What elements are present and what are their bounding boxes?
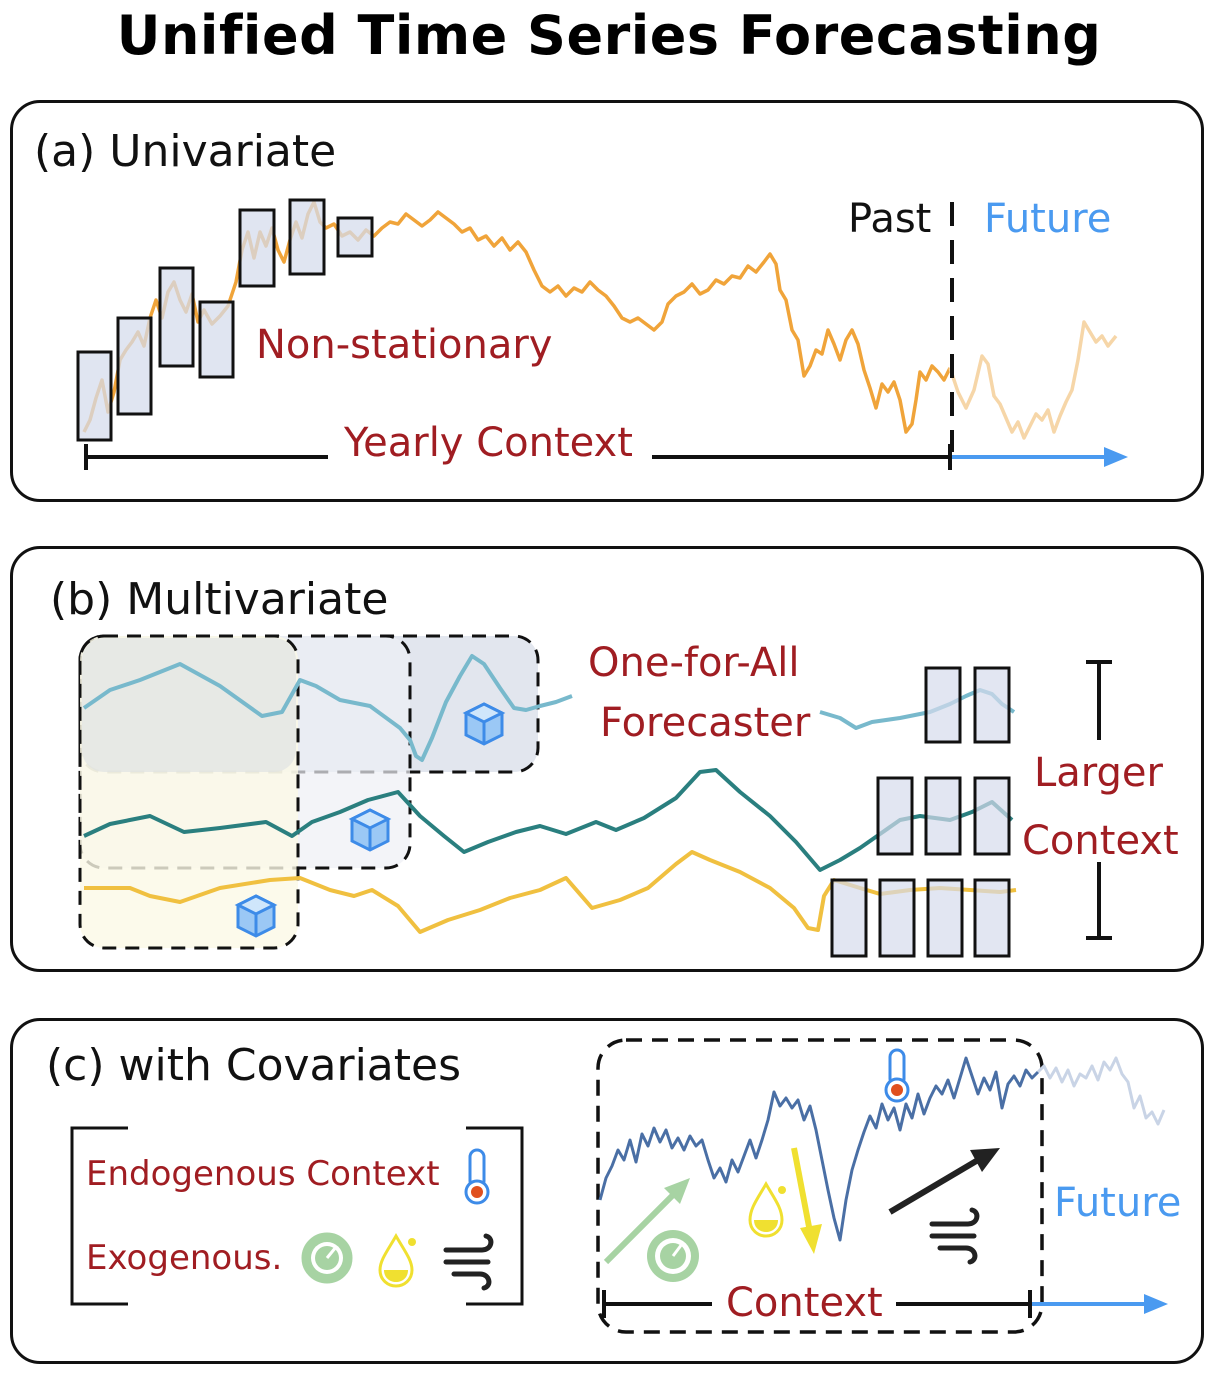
context-window [596,1038,1044,1334]
droplet-icon [748,1180,786,1238]
panel-b-title: (b) Multivariate [50,574,389,625]
cube-icon [348,808,392,852]
window-box [116,316,153,416]
cube-icon [462,702,506,746]
forecaster-label-line2: Forecaster [600,700,811,746]
wind-icon [443,1233,494,1291]
exogenous-label: Exogenous. [86,1238,283,1278]
figure-title: Unified Time Series Forecasting [116,4,1102,67]
larger-context-label-line1: Larger [1034,750,1163,796]
larger-context-label-line2: Context [1022,818,1179,864]
droplet-trend-arrow [791,1147,813,1233]
window-box [336,216,374,258]
gauge-icon [301,1232,353,1284]
wind-trend-arrow [888,1157,980,1215]
thermometer-icon [884,1048,910,1103]
future-label-c: Future [1054,1180,1182,1226]
nonstationary-label: Non-stationary [256,322,553,368]
patch-box [924,666,962,744]
patch-box [973,878,1011,958]
droplet-icon [378,1232,416,1288]
patch-box [973,776,1011,856]
patch-box [830,878,868,958]
gauge-icon [647,1230,699,1282]
window-box [158,266,195,368]
yearly-context-label: Yearly Context [344,420,633,466]
window-box [288,198,326,276]
past-label: Past [848,196,932,242]
univariate-future-line [948,320,1118,440]
patch-box [926,878,964,958]
window-box [76,350,113,442]
legend-bracket-left [70,1126,128,1306]
patch-box [973,666,1011,744]
future-label: Future [984,196,1112,242]
patch-box [876,776,914,856]
endogenous-series-line [598,1056,1040,1242]
forecaster-label-line1: One-for-All [588,640,800,686]
patch-box [924,776,962,856]
window-box [238,208,276,288]
panel-covariates [10,1018,1204,1364]
legend-bracket-right [466,1126,524,1306]
wind-icon [929,1207,980,1265]
context-label: Context [726,1280,883,1326]
panel-a-title: (a) Univariate [34,126,337,177]
endogenous-context-label: Endogenous Context [86,1154,440,1194]
patch-box [878,878,916,958]
cube-icon [234,894,278,938]
thermometer-icon [464,1148,490,1205]
endogenous-future-line [1036,1056,1166,1126]
panel-c-title: (c) with Covariates [46,1040,462,1091]
window-box [198,300,235,379]
gauge-trend-arrow [603,1189,679,1265]
series-1-line [82,654,573,762]
